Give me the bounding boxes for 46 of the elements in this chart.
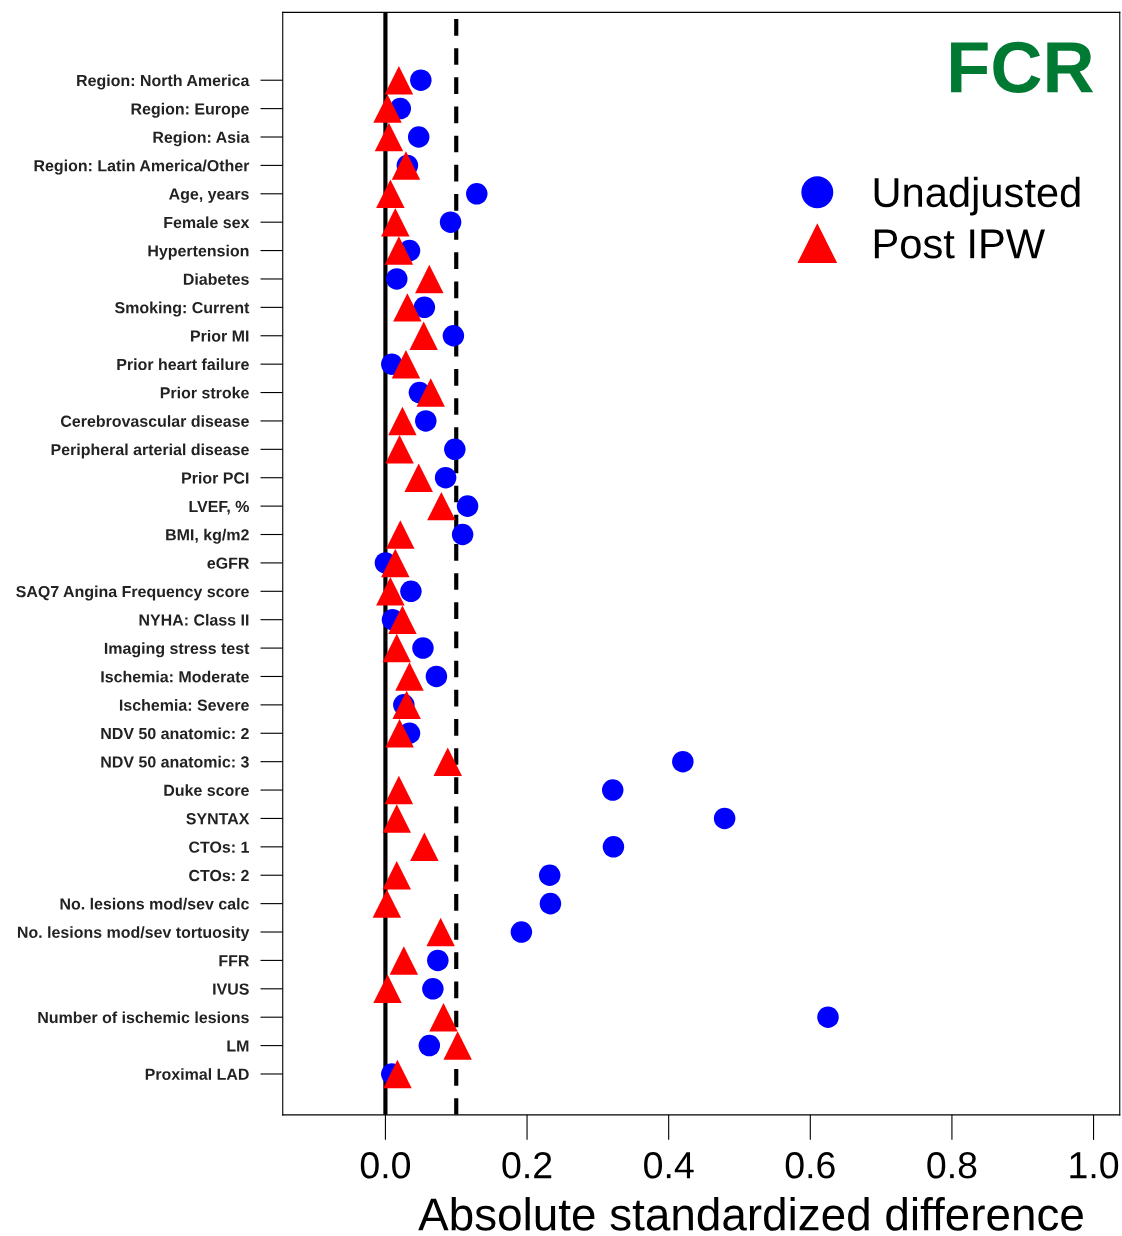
y-tick-label: NYHA: Class II bbox=[139, 613, 249, 626]
y-tick-label: IVUS bbox=[213, 983, 249, 995]
y-tick-label: Prior heart failure bbox=[117, 358, 249, 371]
x-axis-title: Absolute standardized difference bbox=[418, 1197, 1083, 1231]
x-tick-label: 0.4 bbox=[644, 1151, 694, 1179]
y-tick-label: LM bbox=[227, 1040, 249, 1052]
y-tick-label: FFR bbox=[219, 955, 250, 967]
y-tick-label: Prior stroke bbox=[160, 386, 249, 399]
y-tick-label: LVEF, % bbox=[189, 500, 249, 515]
y-tick-label: Duke score bbox=[164, 784, 249, 796]
x-tick-label: 1.0 bbox=[1070, 1151, 1119, 1179]
y-tick-label: Smoking: Current bbox=[114, 301, 250, 317]
legend-label: Post IPW bbox=[874, 229, 1045, 259]
x-tick-label: 0.6 bbox=[785, 1151, 835, 1179]
y-tick-label: No. lesions mod/sev calc bbox=[60, 897, 249, 910]
y-tick-label: Ischemia: Moderate bbox=[101, 670, 249, 683]
y-tick-label: Diabetes bbox=[183, 273, 249, 285]
y-tick-label: No. lesions mod/sev tortuosity bbox=[17, 926, 250, 942]
x-tick-label: 0.0 bbox=[360, 1151, 411, 1179]
y-tick-label: Prior PCI bbox=[182, 471, 249, 484]
y-tick-label: Region: North America bbox=[77, 74, 250, 90]
y-tick-label: Region: Latin America/Other bbox=[34, 159, 250, 175]
y-tick-label: Region: Europe bbox=[131, 102, 249, 118]
chart-title: FCR bbox=[951, 41, 1094, 93]
y-tick-label: eGFR bbox=[207, 557, 250, 569]
y-tick-label: Peripheral arterial disease bbox=[51, 443, 249, 459]
x-tick-label: 0.8 bbox=[927, 1151, 977, 1179]
y-tick-label: Cerebrovascular disease bbox=[60, 415, 249, 427]
y-tick-label: Imaging stress test bbox=[104, 642, 250, 658]
y-tick-label: SYNTAX bbox=[186, 813, 250, 825]
legend-label: Unadjusted bbox=[874, 176, 1080, 216]
y-tick-label: CTOs: 2 bbox=[189, 869, 249, 882]
y-tick-label: Number of ischemic lesions bbox=[38, 1011, 249, 1024]
y-tick-label: NDV 50 anatomic: 3 bbox=[101, 755, 249, 768]
y-tick-label: BMI, kg/m2 bbox=[166, 528, 249, 544]
y-tick-label: Region: Asia bbox=[153, 131, 250, 147]
y-tick-label: Proximal LAD bbox=[145, 1068, 249, 1080]
y-tick-label: SAQ7 Angina Frequency score bbox=[16, 585, 249, 601]
y-tick-label: Female sex bbox=[164, 216, 250, 229]
y-tick-label: Ischemia: Severe bbox=[119, 699, 249, 711]
y-tick-label: NDV 50 anatomic: 2 bbox=[101, 727, 249, 740]
x-tick-label: 0.2 bbox=[502, 1151, 552, 1179]
y-tick-label: Prior MI bbox=[191, 329, 249, 342]
y-tick-label: Age, years bbox=[169, 188, 249, 203]
y-tick-label: Hypertension bbox=[148, 244, 249, 260]
y-tick-label: CTOs: 1 bbox=[189, 841, 249, 853]
